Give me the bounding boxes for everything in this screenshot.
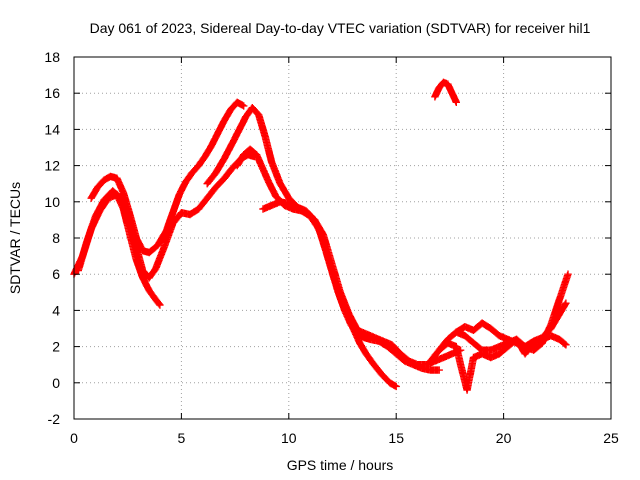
x-tick-label: 0: [70, 430, 78, 446]
y-tick-label: 18: [44, 49, 60, 65]
y-tick-label: 2: [52, 339, 60, 355]
x-axis-label: GPS time / hours: [287, 457, 394, 473]
series-track-j: [431, 78, 460, 106]
data-point-markers: [452, 299, 570, 351]
axis-ticks: 0 5 10 15 20 25 -2 0 2 4 6 8 10 12 14 16 18: [44, 49, 619, 446]
y-tick-label: 0: [52, 375, 60, 391]
y-tick-label: 14: [44, 121, 60, 137]
series-track-i: [452, 299, 570, 351]
data-point-markers: [431, 78, 460, 106]
x-tick-label: 15: [388, 430, 404, 446]
x-tick-label: 25: [603, 430, 619, 446]
y-tick-label: 12: [44, 158, 60, 174]
y-tick-label: 8: [52, 230, 60, 246]
data-point-markers: [87, 98, 248, 257]
y-tick-label: 16: [44, 85, 60, 101]
data-points: [70, 78, 572, 394]
series-track-c: [87, 98, 248, 257]
x-tick-label: 5: [178, 430, 186, 446]
y-tick-label: -2: [48, 411, 61, 427]
y-tick-label: 10: [44, 194, 60, 210]
y-tick-label: 6: [52, 266, 60, 282]
y-axis-label: SDTVAR / TECUs: [7, 182, 23, 294]
chart-title: Day 061 of 2023, Sidereal Day-to-day VTE…: [90, 20, 591, 36]
x-tick-label: 20: [496, 430, 512, 446]
x-tick-label: 10: [281, 430, 297, 446]
y-tick-label: 4: [52, 302, 60, 318]
